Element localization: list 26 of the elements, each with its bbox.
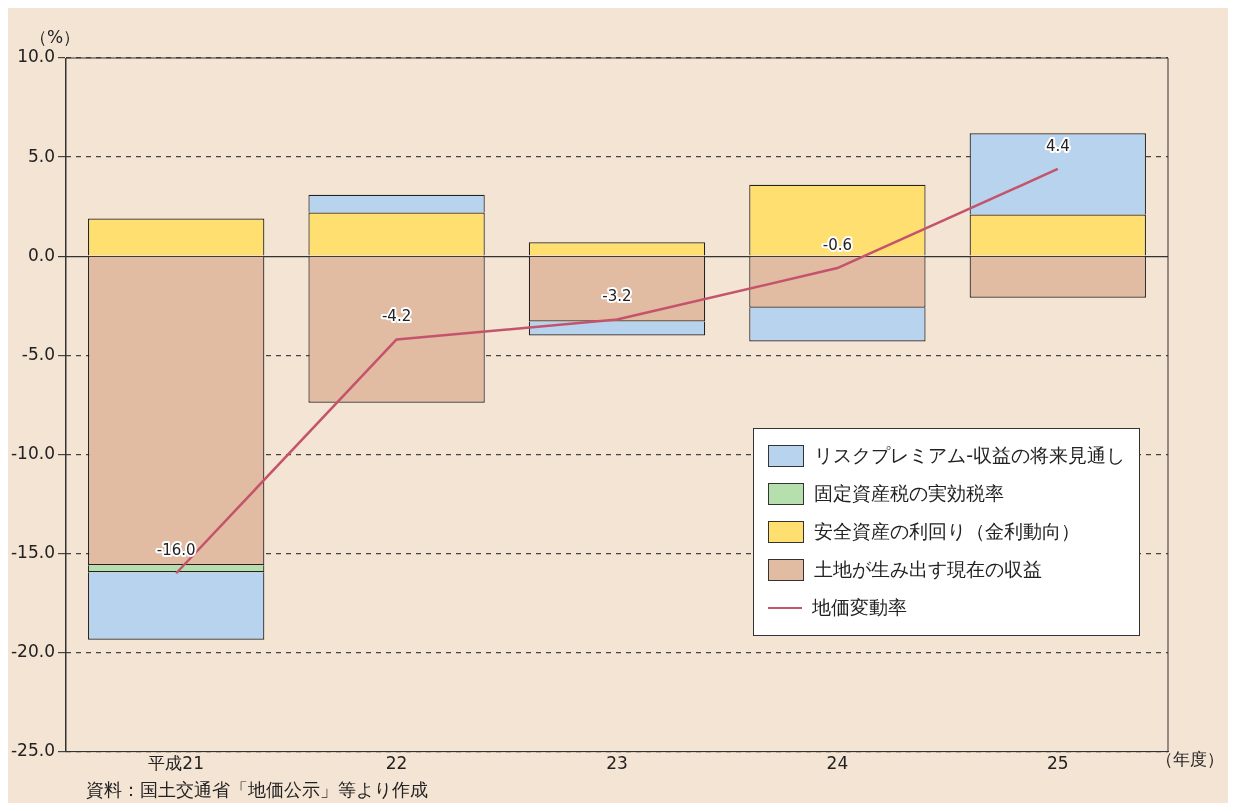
data-label: -16.0 — [156, 541, 196, 560]
legend-label: 固定資産税の実効税率 — [814, 481, 1005, 506]
y-tick-label: -10.0 — [10, 442, 55, 463]
data-label: 4.4 — [1045, 136, 1070, 155]
legend-label: 土地が生み出す現在の収益 — [814, 557, 1043, 582]
text: 資料：国土交通省「地価公示」等より作成 — [86, 778, 428, 802]
legend-label: 安全資産の利回り（金利動向） — [814, 519, 1081, 544]
y-tick-label: 0.0 — [27, 244, 55, 265]
x-tick-label: 平成21 — [148, 753, 205, 774]
y-tick-label: 10.0 — [17, 46, 55, 67]
y-tick-label: 5.0 — [27, 145, 55, 166]
y-tick-label: -15.0 — [10, 541, 55, 562]
x-axis-title: （年度） — [1156, 748, 1224, 771]
y-tick-label: -5.0 — [21, 343, 55, 364]
x-tick-label: 23 — [606, 753, 628, 774]
x-tick-label: 22 — [385, 753, 408, 774]
legend-label: リスクプレミアム-収益の将来見通し — [814, 443, 1125, 468]
data-label: -4.2 — [381, 307, 412, 326]
y-axis-title: （%） — [30, 26, 81, 49]
data-label: -0.6 — [822, 235, 853, 254]
x-tick-label: 24 — [826, 753, 849, 774]
legend-label: 地価変動率 — [812, 595, 908, 620]
x-tick-label: 25 — [1046, 753, 1069, 774]
y-tick-label: -25.0 — [10, 740, 55, 761]
data-label: -3.2 — [602, 287, 632, 306]
y-tick-label: -20.0 — [10, 640, 55, 661]
